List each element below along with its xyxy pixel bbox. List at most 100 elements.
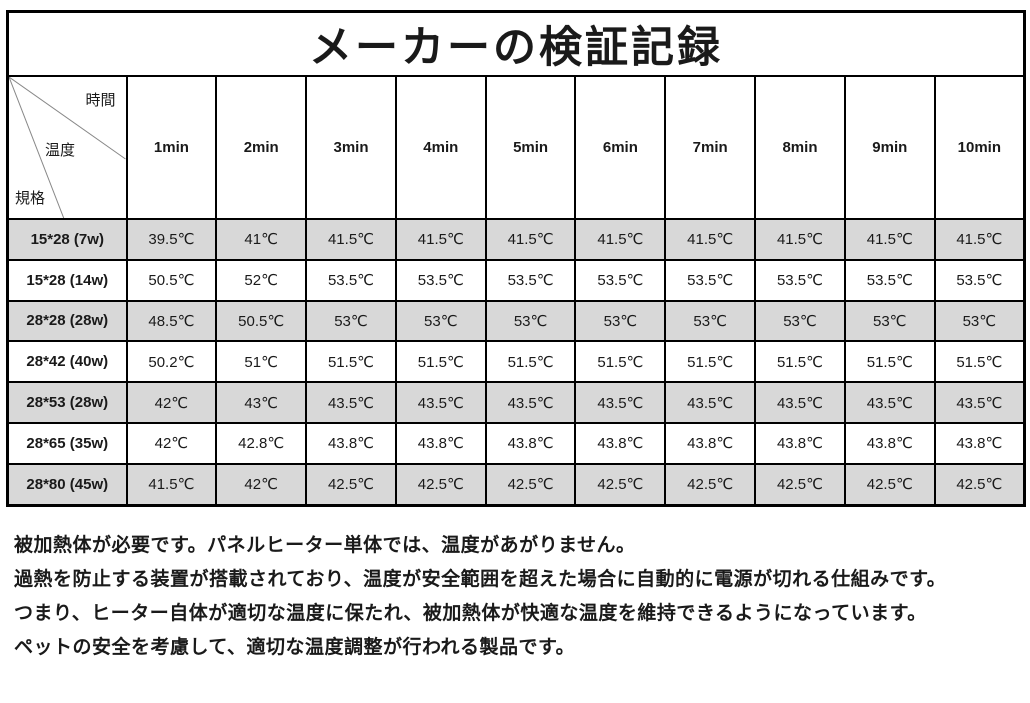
spec-cell: 15*28 (14w): [6, 258, 128, 302]
title-row: メーカーの検証記録: [6, 10, 1026, 77]
time-header: 10min: [933, 75, 1026, 220]
verification-record-table: メーカーの検証記録 時間 温度 規格 1min 2min 3min 4min 5min 6…: [6, 10, 1026, 507]
temperature-cell: 42.5℃: [664, 462, 757, 507]
time-header: 9min: [843, 75, 936, 220]
temperature-cell: 42.5℃: [484, 462, 577, 507]
temperature-cell: 39.5℃: [125, 218, 218, 261]
temperature-cell: 53℃: [933, 299, 1026, 343]
temperature-cell: 41℃: [215, 218, 308, 261]
temperature-cell: 42.5℃: [305, 462, 397, 507]
column-header-row: 時間 温度 規格 1min 2min 3min 4min 5min 6min 7min 8mi…: [6, 75, 1026, 220]
temperature-cell: 43.8℃: [484, 421, 577, 465]
temperature-cell: 43.8℃: [305, 421, 397, 465]
temperature-cell: 53℃: [305, 299, 397, 343]
temperature-cell: 42℃: [215, 462, 308, 507]
temperature-cell: 43.5℃: [754, 381, 846, 424]
temperature-cell: 41.5℃: [574, 218, 667, 261]
temperature-cell: 51.5℃: [484, 340, 577, 384]
diagonal-divider-lines: [9, 78, 125, 217]
temperature-cell: 41.5℃: [664, 218, 757, 261]
temperature-cell: 43.5℃: [933, 381, 1026, 424]
temperature-cell: 53℃: [843, 299, 936, 343]
temperature-cell: 51.5℃: [843, 340, 936, 384]
temperature-cell: 53.5℃: [484, 258, 577, 302]
temperature-cell: 53℃: [484, 299, 577, 343]
temperature-cell: 43.5℃: [664, 381, 757, 424]
temperature-cell: 53.5℃: [933, 258, 1026, 302]
spec-cell: 28*42 (40w): [6, 340, 128, 384]
corner-cell: 時間 温度 規格: [6, 75, 128, 220]
temperature-cell: 51.5℃: [754, 340, 846, 384]
temperature-cell: 53.5℃: [843, 258, 936, 302]
temperature-cell: 41.5℃: [484, 218, 577, 261]
table-row: 28*80 (45w) 41.5℃ 42℃ 42.5℃ 42.5℃ 42.5℃ 42.5℃ 4…: [6, 462, 1026, 507]
temperature-cell: 43.8℃: [754, 421, 846, 465]
temperature-cell: 52℃: [215, 258, 308, 302]
corner-label-temperature: 温度: [45, 142, 76, 159]
notes-block: 被加熱体が必要です。パネルヒーター単体では、温度があがりません。過熱を防止する装…: [6, 507, 1023, 665]
time-header: 5min: [484, 75, 577, 220]
temperature-cell: 51.5℃: [574, 340, 667, 384]
temperature-cell: 42.5℃: [754, 462, 846, 507]
temperature-cell: 53.5℃: [574, 258, 667, 302]
temperature-cell: 50.2℃: [125, 340, 218, 384]
temperature-cell: 41.5℃: [125, 462, 218, 507]
temperature-cell: 43.8℃: [933, 421, 1026, 465]
time-header: 1min: [125, 75, 218, 220]
table-row: 28*53 (28w) 42℃ 43℃ 43.5℃ 43.5℃ 43.5℃ 43.5℃ 43.…: [6, 381, 1026, 424]
temperature-cell: 42.5℃: [933, 462, 1026, 507]
temperature-cell: 53.5℃: [394, 258, 487, 302]
temperature-cell: 41.5℃: [305, 218, 397, 261]
temperature-cell: 51.5℃: [664, 340, 757, 384]
table-title: メーカーの検証記録: [6, 10, 1026, 77]
temperature-cell: 43.5℃: [484, 381, 577, 424]
table-row: 28*65 (35w) 42℃ 42.8℃ 43.8℃ 43.8℃ 43.8℃ 43.8℃ 4…: [6, 421, 1026, 465]
spec-cell: 28*65 (35w): [6, 421, 128, 465]
temperature-cell: 43℃: [215, 381, 308, 424]
temperature-cell: 42.8℃: [215, 421, 308, 465]
note-line: 過熱を防止する装置が搭載されており、温度が安全範囲を超えた場合に自動的に電源が切…: [14, 568, 947, 590]
temperature-cell: 43.5℃: [305, 381, 397, 424]
temperature-cell: 42.5℃: [394, 462, 487, 507]
temperature-cell: 42.5℃: [574, 462, 667, 507]
temperature-cell: 53℃: [574, 299, 667, 343]
temperature-cell: 53℃: [664, 299, 757, 343]
temperature-cell: 51.5℃: [394, 340, 487, 384]
spec-cell: 28*28 (28w): [6, 299, 128, 343]
note-line: 被加熱体が必要です。パネルヒーター単体では、温度があがりません。: [14, 534, 636, 556]
spec-cell: 15*28 (7w): [6, 218, 128, 261]
spec-cell: 28*80 (45w): [6, 462, 128, 507]
temperature-cell: 53℃: [394, 299, 487, 343]
table-row: 15*28 (7w) 39.5℃ 41℃ 41.5℃ 41.5℃ 41.5℃ 41.5℃ 41…: [6, 218, 1026, 261]
temperature-cell: 43.5℃: [394, 381, 487, 424]
time-header: 7min: [664, 75, 757, 220]
temperature-cell: 43.8℃: [843, 421, 936, 465]
table-row: 28*42 (40w) 50.2℃ 51℃ 51.5℃ 51.5℃ 51.5℃ 51.5℃ 5…: [6, 340, 1026, 384]
temperature-cell: 43.5℃: [574, 381, 667, 424]
temperature-cell: 42.5℃: [843, 462, 936, 507]
corner-label-spec: 規格: [15, 190, 46, 207]
table-row: 15*28 (14w) 50.5℃ 52℃ 53.5℃ 53.5℃ 53.5℃ 53.5℃ 5…: [6, 258, 1026, 302]
temperature-cell: 41.5℃: [843, 218, 936, 261]
note-line: ペットの安全を考慮して、適切な温度調整が行われる製品です。: [14, 636, 576, 658]
temperature-cell: 41.5℃: [933, 218, 1026, 261]
temperature-cell: 50.5℃: [125, 258, 218, 302]
temperature-cell: 53.5℃: [754, 258, 846, 302]
temperature-cell: 41.5℃: [754, 218, 846, 261]
note-line: つまり、ヒーター自体が適切な温度に保たれ、被加熱体が快適な温度を維持できるように…: [14, 602, 927, 624]
temperature-cell: 41.5℃: [394, 218, 487, 261]
temperature-cell: 43.5℃: [843, 381, 936, 424]
temperature-cell: 50.5℃: [215, 299, 308, 343]
temperature-cell: 53℃: [754, 299, 846, 343]
temperature-cell: 51.5℃: [305, 340, 397, 384]
time-header: 4min: [394, 75, 487, 220]
temperature-cell: 53.5℃: [305, 258, 397, 302]
temperature-cell: 48.5℃: [125, 299, 218, 343]
table-row: 28*28 (28w) 48.5℃ 50.5℃ 53℃ 53℃ 53℃ 53℃ 53℃ 53℃ 5…: [6, 299, 1026, 343]
temperature-cell: 42℃: [125, 381, 218, 424]
temperature-cell: 43.8℃: [574, 421, 667, 465]
time-header: 6min: [574, 75, 667, 220]
temperature-cell: 42℃: [125, 421, 218, 465]
temperature-cell: 43.8℃: [394, 421, 487, 465]
